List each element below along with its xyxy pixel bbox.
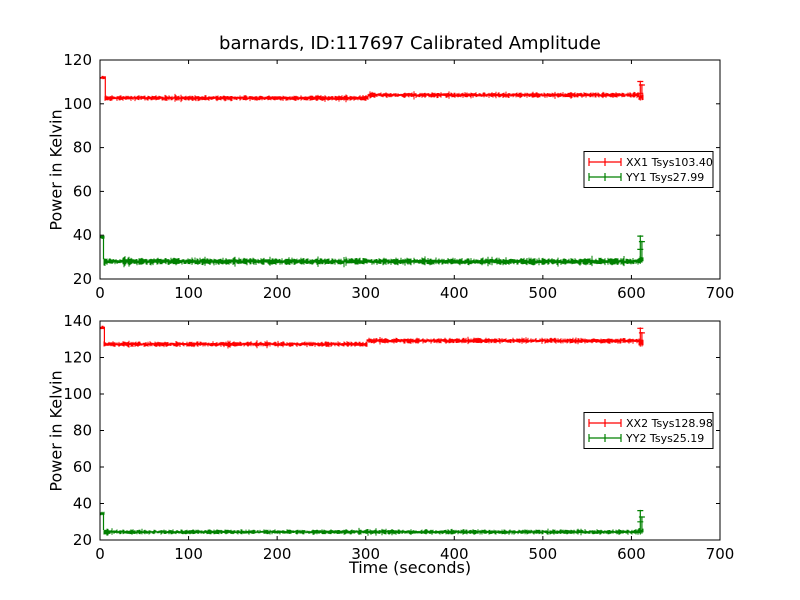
series-xx2-spikes — [103, 326, 645, 347]
x-tick-label: 500 — [529, 545, 558, 563]
y-tick-label: 80 — [73, 139, 92, 157]
legend-label-yy2: YY2 Tsys25.19 — [625, 432, 704, 445]
legend-sample-xx2 — [588, 419, 622, 427]
x-tick-label: 300 — [351, 545, 380, 563]
x-tick-label: 500 — [529, 284, 558, 302]
series-yy1-trace — [100, 235, 644, 268]
x-tick-label: 200 — [263, 284, 292, 302]
y-tick-label: 20 — [73, 531, 92, 549]
legend-label-xx1: XX1 Tsys103.40 — [626, 156, 713, 169]
x-tick-label: 200 — [263, 545, 292, 563]
y-tick-label: 40 — [73, 226, 92, 244]
legend-top: XX1 Tsys103.40 YY1 Tsys27.99 — [583, 151, 714, 188]
series-xx2-trace — [100, 325, 644, 349]
series-yy1-spikes — [102, 235, 645, 264]
y-axis-label-bottom: Power in Kelvin — [46, 370, 66, 492]
y-tick-label: 140 — [63, 312, 92, 330]
y-tick-label: 120 — [63, 51, 92, 69]
series-yy2-trace — [100, 511, 644, 536]
x-tick-label: 0 — [95, 284, 105, 302]
axes-frame — [99, 320, 721, 541]
x-tick-label: 600 — [617, 284, 646, 302]
y-tick-label: 40 — [73, 495, 92, 513]
x-tick-label: 300 — [351, 284, 380, 302]
x-tick-label: 400 — [440, 545, 469, 563]
x-tick-label: 700 — [706, 545, 735, 563]
legend-box — [583, 151, 714, 188]
y-tick-label: 80 — [73, 422, 92, 440]
y-tick-label: 20 — [73, 270, 92, 288]
x-tick-label: 100 — [174, 545, 203, 563]
x-tick-label: 700 — [706, 284, 735, 302]
axes-frame — [99, 59, 721, 280]
x-tick-label: 100 — [174, 284, 203, 302]
figure-title: barnards, ID:117697 Calibrated Amplitude — [219, 33, 601, 54]
y-tick-label: 60 — [73, 458, 92, 476]
axes-top: 0 100 200 300 400 500 600 700 20 40 60 80 100 120 XX1 … — [63, 51, 734, 302]
legend-bottom: XX2 Tsys128.98 YY2 Tsys25.19 — [583, 412, 714, 449]
x-tick-label: 600 — [617, 545, 646, 563]
legend-sample-xx1 — [588, 158, 622, 166]
y-tick-label: 60 — [73, 182, 92, 200]
y-axis-label-top: Power in Kelvin — [46, 109, 66, 231]
series-xx1-trace — [100, 75, 644, 103]
y-tick-label: 100 — [63, 385, 92, 403]
series-xx1-spikes — [104, 76, 645, 101]
axes-bottom: 0 100 200 300 400 500 600 700 20 40 60 80 100 120 140 X… — [63, 312, 734, 563]
legend-label-yy1: YY1 Tsys27.99 — [625, 171, 704, 184]
y-tick-label: 120 — [63, 349, 92, 367]
x-tick-label: 400 — [440, 284, 469, 302]
y-tick-label: 100 — [63, 95, 92, 113]
legend-box — [583, 412, 714, 449]
series-yy2-spikes — [102, 509, 645, 535]
legend-sample-yy2 — [588, 434, 622, 442]
legend-label-xx2: XX2 Tsys128.98 — [626, 417, 713, 430]
legend-sample-yy1 — [588, 173, 622, 181]
x-tick-label: 0 — [95, 545, 105, 563]
x-axis-label: Time (seconds) — [348, 558, 472, 577]
